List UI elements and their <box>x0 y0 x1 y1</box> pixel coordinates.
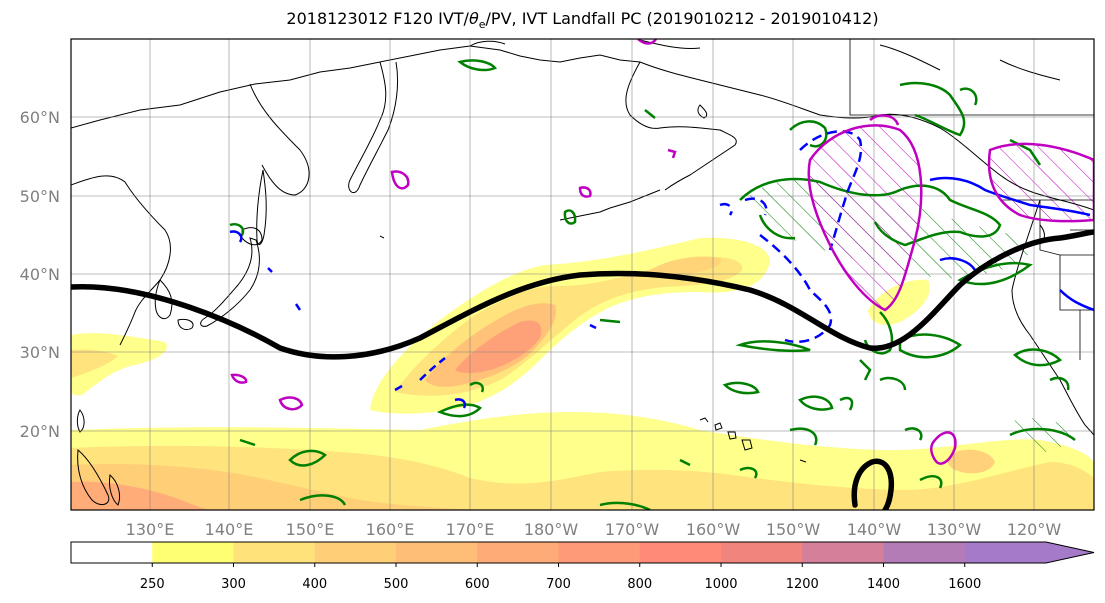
colorbar-label: 700 <box>546 577 571 592</box>
lon-label: 130°E <box>126 520 175 539</box>
colorbar-label: 300 <box>221 577 246 592</box>
lon-label: 160°E <box>366 520 415 539</box>
map-title: 2018123012 F120 IVT/θe/PV, IVT Landfall … <box>0 9 1105 31</box>
lat-label: 30°N <box>20 343 60 362</box>
colorbar-segment <box>558 542 641 563</box>
colorbar-segment <box>396 542 478 563</box>
pv-contours <box>229 130 1094 409</box>
lon-label: 170°E <box>446 520 495 539</box>
colorbar-segment <box>71 542 153 563</box>
lat-label: 40°N <box>20 265 60 284</box>
colorbar-label: 1400 <box>867 577 900 592</box>
colorbar-segment <box>477 542 559 563</box>
title-theta-subscript: e <box>478 18 486 32</box>
colorbar-segment <box>964 542 1046 563</box>
colorbar-label: 1200 <box>786 577 819 592</box>
lat-label: 50°N <box>20 187 60 206</box>
colorbar-segment <box>721 542 803 563</box>
colorbar-segment <box>883 542 966 563</box>
title-prefix: 2018123012 F120 IVT/ <box>286 9 469 28</box>
lon-label: 140°W <box>847 520 902 539</box>
colorbar-segment <box>152 542 234 563</box>
colorbar-label: 800 <box>627 577 652 592</box>
latitude-labels: 60°N 50°N 40°N 30°N 20°N <box>20 108 60 441</box>
colorbar-label: 1000 <box>704 577 737 592</box>
lon-label: 160°W <box>686 520 741 539</box>
colorbar: 250 300 400 500 600 700 800 1000 1200 1400 1600 <box>70 541 1095 592</box>
lat-label: 60°N <box>20 108 60 127</box>
colorbar-label: 600 <box>465 577 490 592</box>
longitude-labels: 130°E 140°E 150°E 160°E 170°E 180°W 170°W 160°W… <box>126 520 1062 539</box>
lon-label: 170°W <box>605 520 660 539</box>
colorbar-label: 500 <box>384 577 409 592</box>
colorbar-extend-arrow <box>1046 542 1094 563</box>
coastlines <box>71 39 1094 506</box>
colorbar-ticks <box>151 563 966 567</box>
colorbar-label: 250 <box>140 577 165 592</box>
colorbar-segment <box>802 542 884 563</box>
lon-label: 120°W <box>1007 520 1062 539</box>
lon-label: 140°E <box>205 520 254 539</box>
colorbar-label: 1600 <box>948 577 981 592</box>
colorbar-label: 400 <box>302 577 327 592</box>
colorbar-segment <box>639 542 722 563</box>
map-frame <box>70 38 1095 511</box>
colorbar-segment <box>233 542 316 563</box>
colorbar-labels: 250 300 400 500 600 700 800 1000 1200 1400 1600 <box>140 577 981 592</box>
ivt-landfall-contours <box>71 229 1094 510</box>
pc-contours <box>230 39 1094 465</box>
lat-label: 20°N <box>20 422 60 441</box>
lon-label: 150°W <box>766 520 821 539</box>
theta-e-hatch-region-south <box>1013 418 1075 453</box>
colorbar-segments <box>71 542 1046 563</box>
lon-label: 150°E <box>286 520 335 539</box>
title-suffix: /PV, IVT Landfall PC (2019010212 - 20190… <box>485 9 879 28</box>
colorbar-segment <box>314 542 397 563</box>
lon-label: 180°W <box>524 520 579 539</box>
pv-hatch-region-north <box>808 125 922 311</box>
lon-label: 130°W <box>927 520 982 539</box>
title-theta: θ <box>468 9 479 28</box>
colorbar-outline <box>70 541 1095 564</box>
map-area[interactable] <box>71 39 1094 510</box>
